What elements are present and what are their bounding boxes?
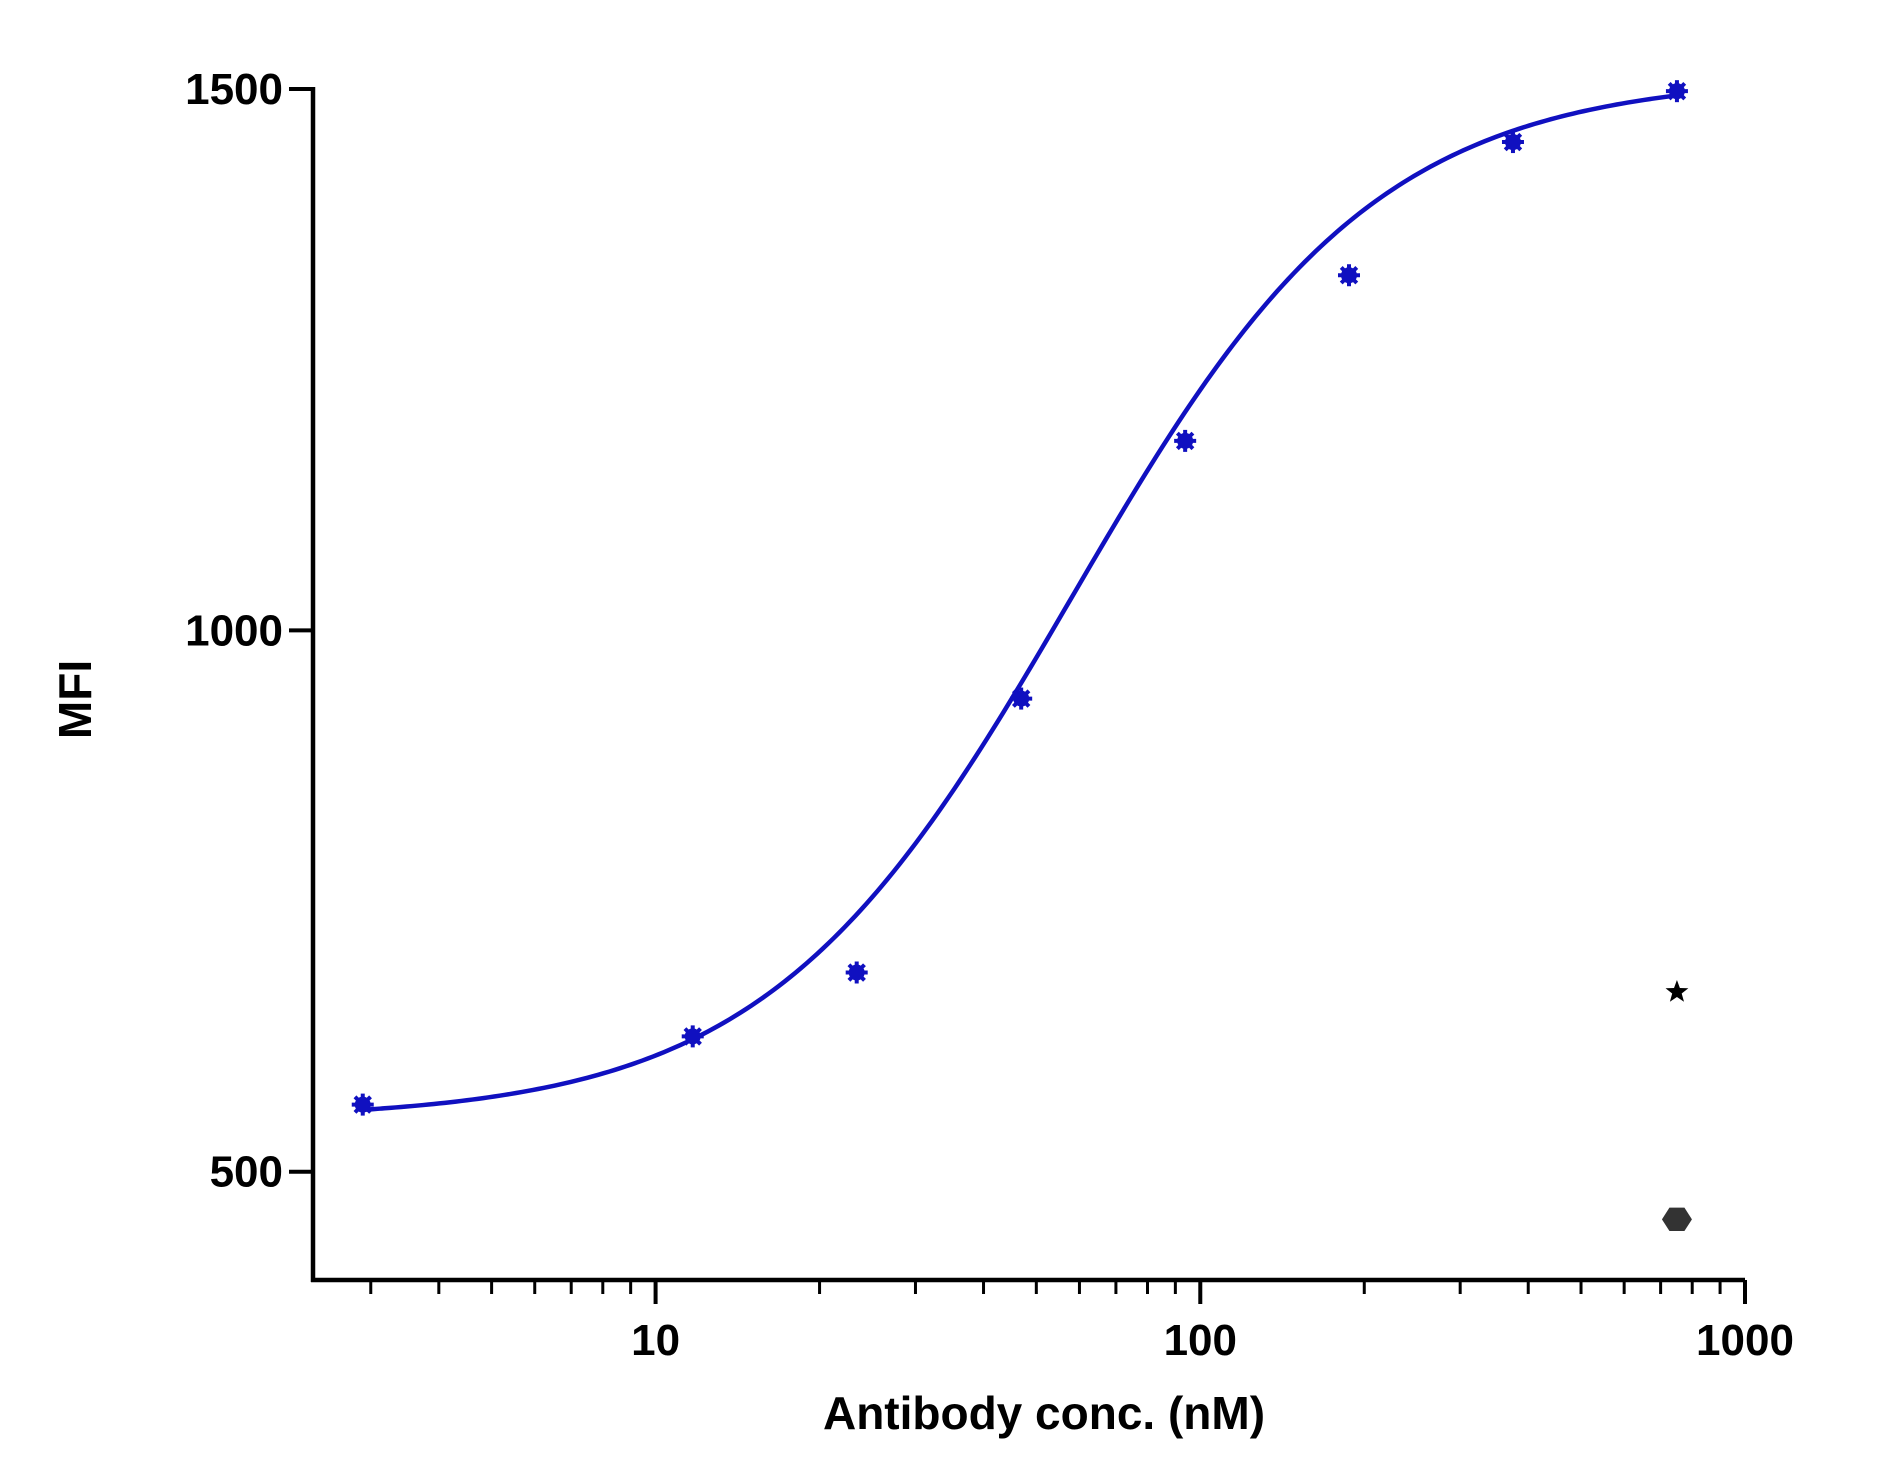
- y-tick-label: 1000: [185, 606, 283, 655]
- data-point: [1174, 429, 1197, 452]
- x-tick-label: 10: [631, 1316, 680, 1365]
- data-point: [1337, 264, 1360, 287]
- fit-curve: [362, 93, 1678, 1113]
- data-point: [681, 1025, 704, 1048]
- y-ticks: 500 1000 1500: [185, 65, 313, 1197]
- data-point: [1661, 1207, 1692, 1232]
- x-tick-label: 100: [1164, 1316, 1237, 1365]
- data-point: [1501, 131, 1524, 154]
- plot-area: [351, 80, 1692, 1232]
- series-2: [1665, 979, 1689, 1002]
- x-axis-title: Antibody conc. (nM): [823, 1387, 1265, 1439]
- data-point: [1010, 687, 1033, 710]
- axes: [310, 87, 1745, 1283]
- x-tick-label: 1000: [1696, 1316, 1794, 1365]
- data-point: [845, 961, 868, 984]
- y-tick-label: 1500: [185, 65, 283, 114]
- data-point: [1665, 80, 1688, 103]
- series-1: [351, 80, 1688, 1116]
- data-point: [1665, 979, 1689, 1002]
- data-point: [351, 1093, 374, 1116]
- y-axis-title: MFI: [49, 660, 101, 739]
- x-ticks: 10 100 1000: [369, 1280, 1794, 1365]
- series-3: [1661, 1207, 1692, 1232]
- y-tick-label: 500: [210, 1148, 283, 1197]
